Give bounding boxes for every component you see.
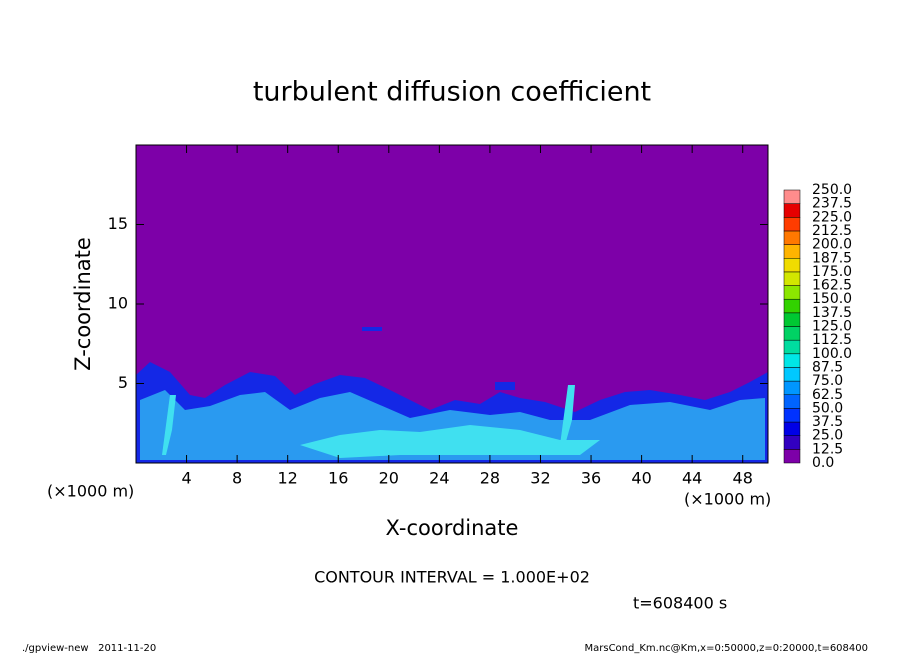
x-tick-label: 36 <box>581 469 601 488</box>
x-tick-label: 28 <box>480 469 500 488</box>
x-tick-label: 44 <box>682 469 702 488</box>
colorbar-label: 175.0 <box>812 264 852 280</box>
colorbar-label: 212.5 <box>812 223 852 239</box>
colorbar-label: 87.5 <box>812 359 843 375</box>
colorbar-label: 50.0 <box>812 400 843 416</box>
colorbar-box <box>783 189 801 204</box>
colorbar-label: 25.0 <box>812 428 843 444</box>
x-unit-right: (×1000 m) <box>684 490 771 509</box>
colorbar-box <box>783 285 801 300</box>
x-tick-label: 8 <box>232 469 242 488</box>
footer-right: MarsCond_Km.nc@Km,x=0:50000,z=0:20000,t=… <box>585 643 869 654</box>
colorbar-box <box>783 408 801 423</box>
x-axis-label: X-coordinate <box>386 516 519 540</box>
x-tick-label: 20 <box>379 469 399 488</box>
colorbar-box <box>783 449 801 464</box>
colorbar-label: 12.5 <box>812 441 843 457</box>
colorbar-label: 162.5 <box>812 278 852 294</box>
colorbar-label: 75.0 <box>812 373 843 389</box>
colorbar-box <box>783 339 801 355</box>
cloud-patch <box>495 382 515 390</box>
colorbar-box <box>783 435 801 450</box>
chart-title: turbulent diffusion coefficient <box>253 77 651 108</box>
colorbar-label: 112.5 <box>812 332 852 348</box>
x-tick-label: 12 <box>278 469 298 488</box>
x-unit-left: (×1000 m) <box>47 482 134 501</box>
contour-interval: CONTOUR INTERVAL = 1.000E+02 <box>314 568 590 587</box>
colorbar-box <box>783 394 801 409</box>
x-tick-label: 24 <box>429 469 449 488</box>
y-tick-label: 15 <box>108 214 128 233</box>
colorbar-label: 37.5 <box>812 414 843 430</box>
colorbar-label: 150.0 <box>812 291 852 307</box>
field <box>136 145 768 463</box>
colorbar-label: 125.0 <box>812 319 852 335</box>
colorbar-box <box>783 326 801 341</box>
y-tick-label: 5 <box>118 373 128 392</box>
colorbar-box <box>783 217 801 232</box>
colorbar-box <box>783 298 801 314</box>
y-tick-label: 10 <box>108 294 128 313</box>
y-axis-label: Z-coordinate <box>71 237 95 371</box>
colorbar-box <box>783 244 801 259</box>
footer-left: ./gpview-new 2011-11-20 <box>22 643 156 654</box>
colorbar-box <box>783 367 801 382</box>
plume <box>560 385 575 445</box>
colorbar-box <box>783 230 801 245</box>
colorbar-box <box>783 258 801 273</box>
colorbar-label: 100.0 <box>812 346 852 362</box>
x-tick-label: 32 <box>530 469 550 488</box>
plume <box>162 395 176 455</box>
colorbar-box <box>783 271 801 286</box>
colorbar-label: 62.5 <box>812 387 843 403</box>
time-label: t=608400 s <box>633 594 727 613</box>
colorbar-box <box>783 421 801 436</box>
x-tick-label: 48 <box>733 469 753 488</box>
colorbar-box <box>783 312 801 327</box>
colorbar-label: 187.5 <box>812 250 852 266</box>
colorbar-box <box>783 353 801 368</box>
x-tick-label: 4 <box>181 469 191 488</box>
cloud-patch <box>362 327 382 331</box>
colorbar-label: 137.5 <box>812 305 852 321</box>
colorbar-box <box>783 380 801 396</box>
colorbar-label: 237.5 <box>812 196 852 212</box>
colorbar-label: 0.0 <box>812 455 834 471</box>
colorbar-label: 250.0 <box>812 182 852 198</box>
x-tick-label: 40 <box>631 469 651 488</box>
colorbar-box <box>783 203 801 218</box>
colorbar-label: 225.0 <box>812 209 852 225</box>
turbulent-band <box>300 425 600 458</box>
turbulent-core <box>140 390 765 460</box>
colorbar-label: 200.0 <box>812 237 852 253</box>
x-tick-label: 16 <box>328 469 348 488</box>
